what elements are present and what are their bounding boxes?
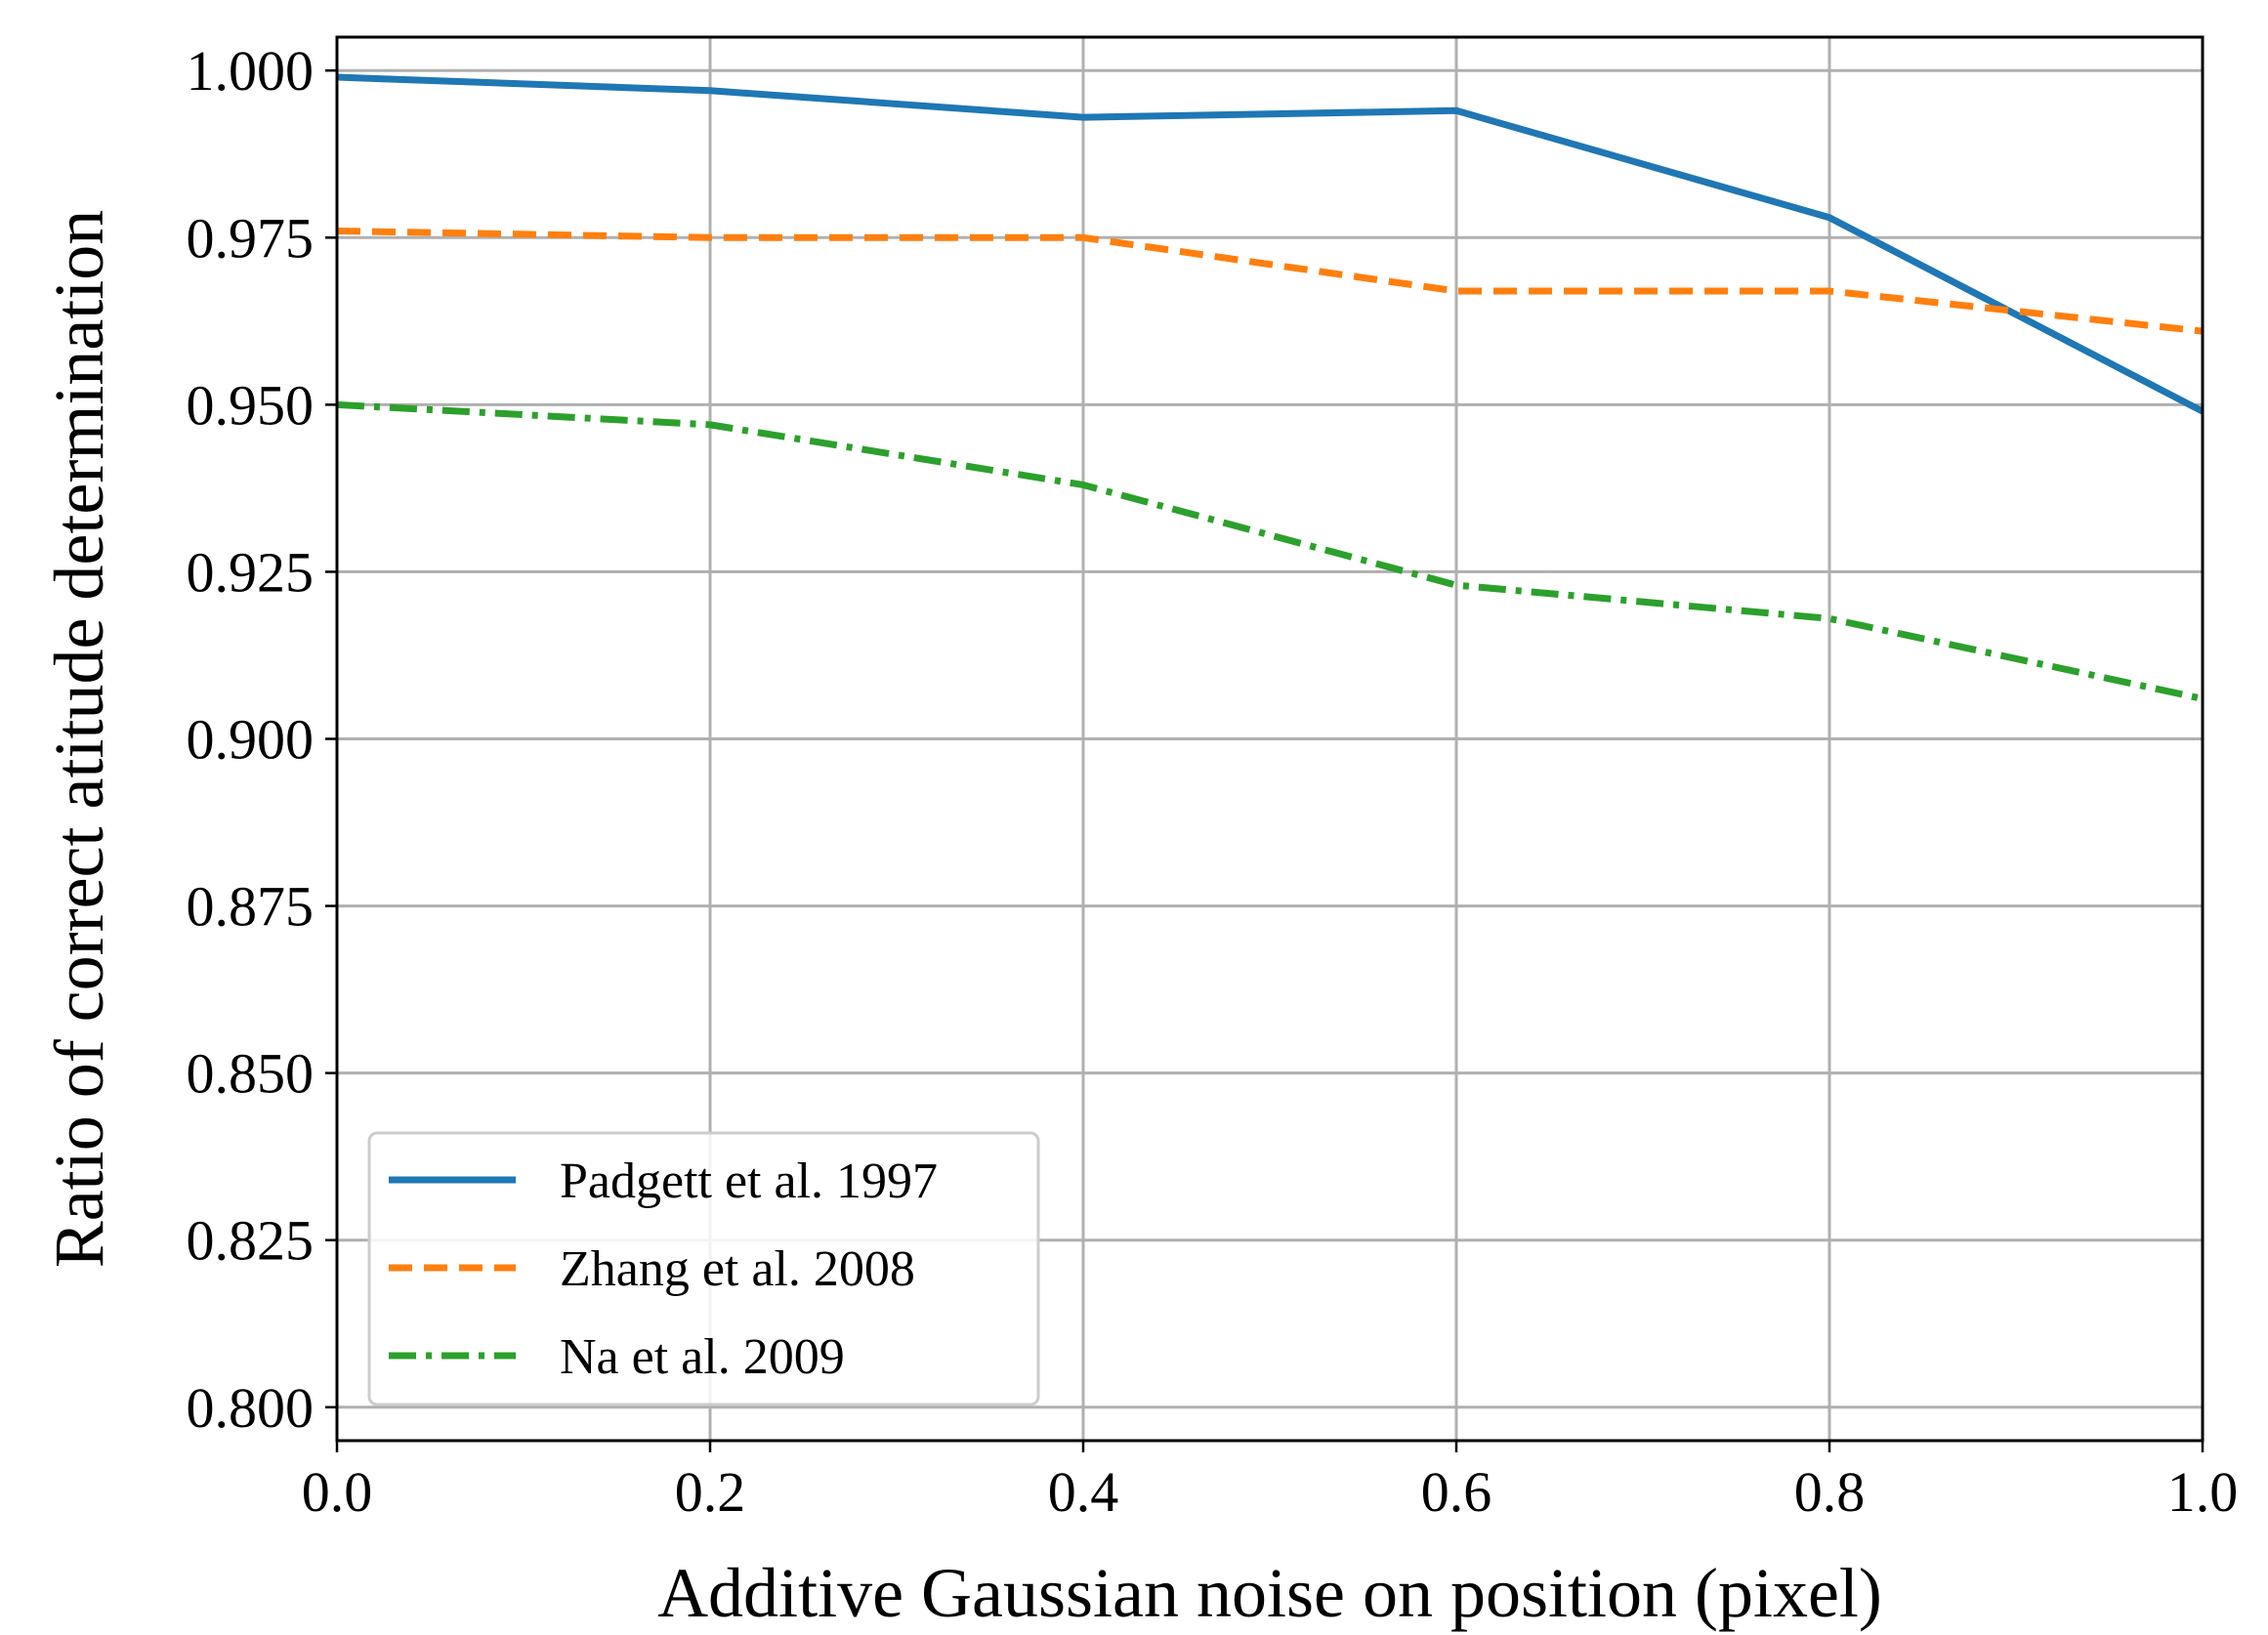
x-tick-label: 0.0 [302,1460,373,1524]
y-tick-label: 0.825 [187,1209,315,1273]
y-axis-ticks: 0.800 0.825 0.850 0.875 0.900 0.925 0.950 0.975… [187,39,337,1440]
x-tick-label: 1.0 [2167,1460,2239,1524]
legend-box [367,1131,1040,1406]
x-axis-ticks: 0.0 0.2 0.4 0.6 0.8 1.0 [302,1441,2239,1524]
y-tick-label: 0.900 [187,708,315,772]
x-tick-label: 0.8 [1794,1460,1866,1524]
x-tick-label: 0.4 [1048,1460,1119,1524]
y-tick-label: 0.850 [187,1042,315,1106]
x-axis-label: Additive Gaussian noise on position (pix… [657,1554,1882,1632]
legend-label-2: Zhang et al. 2008 [560,1241,915,1297]
y-tick-label: 0.950 [187,373,315,437]
series-group [336,73,2205,702]
y-tick-label: 0.975 [187,206,315,270]
y-tick-label: 0.925 [187,540,315,604]
y-tick-label: 0.875 [187,875,315,939]
x-tick-label: 0.6 [1421,1460,1492,1524]
series-line-2 [336,227,2204,335]
legend-label-3: Na et al. 2009 [560,1329,845,1385]
y-tick-label: 0.800 [187,1376,315,1440]
x-tick-label: 0.2 [675,1460,746,1524]
legend-label-1: Padgett et al. 1997 [560,1153,938,1209]
y-tick-label: 1.000 [187,39,315,103]
series-line-1 [336,73,2205,415]
legend: Padgett et al. 1997 Zhang et al. 2008 Na e… [367,1131,1040,1406]
y-axis-label: Ratio of correct atitude determination [40,210,118,1269]
